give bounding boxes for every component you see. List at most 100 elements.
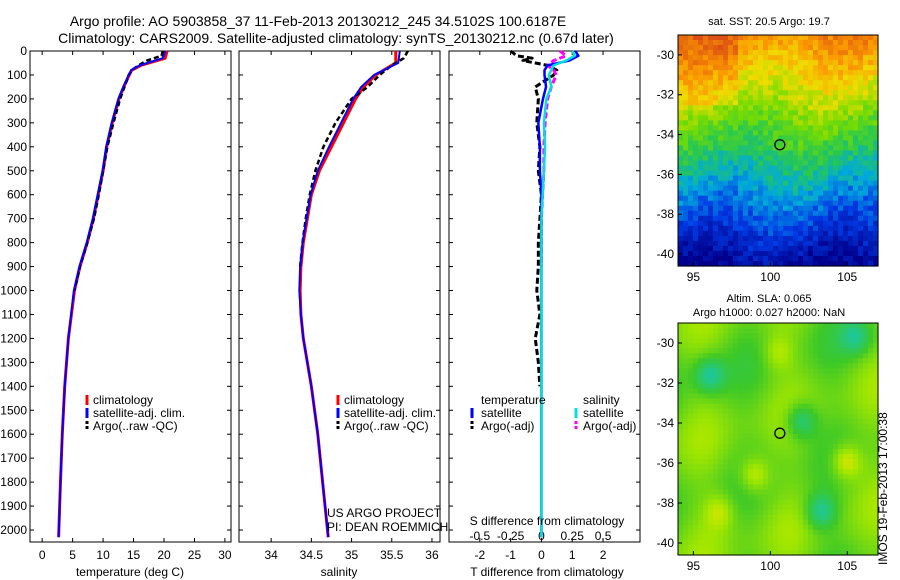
sla-cell	[703, 333, 709, 339]
sst-cell	[698, 245, 704, 252]
depth-tick-label: 900	[7, 260, 27, 274]
sla-cell	[813, 328, 819, 334]
sst-cell	[833, 175, 839, 182]
sla-cell	[688, 529, 694, 536]
sst-cell	[763, 170, 769, 177]
sla-cell	[868, 459, 874, 465]
sst-cell	[838, 150, 844, 157]
sst-cell	[778, 35, 784, 41]
sst-cell	[698, 255, 704, 262]
sst-cell	[793, 35, 799, 41]
sst-cell	[818, 45, 824, 51]
sst-cell	[718, 240, 724, 247]
sst-cell	[733, 215, 739, 222]
sla-cell	[718, 439, 724, 445]
sla-cell	[788, 423, 794, 430]
sla-cell	[753, 534, 759, 541]
sst-cell	[708, 75, 714, 81]
sst-cell	[853, 190, 859, 197]
sst-cell	[853, 255, 859, 262]
sla-cell	[818, 393, 824, 400]
sst-cell	[738, 215, 744, 222]
sla-cell	[748, 534, 754, 541]
sst-cell	[758, 225, 764, 232]
sla-cell	[753, 449, 759, 455]
sla-cell	[853, 343, 859, 349]
sla-cell	[873, 449, 879, 455]
sla-cell	[843, 459, 849, 465]
sla-cell	[768, 479, 774, 485]
sst-cell	[708, 210, 714, 217]
sla-cell	[853, 469, 859, 475]
sla-cell	[843, 403, 849, 410]
sla-cell	[693, 489, 699, 496]
sla-cell	[763, 398, 769, 405]
sla-cell	[848, 408, 854, 415]
sst-cell	[753, 35, 759, 41]
sla-cell	[858, 398, 864, 405]
sst-cell	[858, 175, 864, 182]
sla-cell	[718, 363, 724, 369]
sla-cell	[678, 454, 684, 460]
map-y-tick-label: -32	[657, 88, 675, 102]
sla-cell	[808, 489, 814, 496]
sla-cell	[763, 529, 769, 536]
sla-cell	[863, 333, 869, 339]
sla-cell	[818, 444, 824, 450]
sst-cell	[708, 115, 714, 121]
sst-cell	[678, 145, 684, 152]
sla-cell	[768, 544, 774, 551]
sst-cell	[758, 105, 764, 111]
sst-cell	[708, 230, 714, 237]
sst-cell	[683, 70, 689, 76]
sla-cell	[873, 433, 879, 440]
sst-cell	[813, 170, 819, 177]
sst-cell	[808, 230, 814, 237]
sla-cell	[863, 439, 869, 445]
sst-cell	[798, 200, 804, 207]
sla-cell	[698, 504, 704, 511]
sst-cell	[773, 100, 779, 106]
sst-cell	[723, 100, 729, 106]
sst-cell	[708, 245, 714, 252]
sst-cell	[738, 160, 744, 167]
sla-cell	[693, 353, 699, 359]
sst-cell	[748, 50, 754, 56]
sla-cell	[693, 408, 699, 415]
sst-cell	[803, 195, 809, 202]
sst-cell	[743, 255, 749, 262]
sst-cell	[753, 240, 759, 247]
sst-cell	[798, 215, 804, 222]
sla-cell	[803, 479, 809, 485]
sst-cell	[833, 200, 839, 207]
sst-cell	[683, 260, 689, 267]
sla-cell	[848, 489, 854, 496]
sst-cell	[678, 185, 684, 192]
sla-cell	[743, 403, 749, 410]
sst-cell	[793, 260, 799, 267]
sla-cell	[693, 539, 699, 546]
sla-cell	[748, 494, 754, 501]
sst-cell	[728, 155, 734, 162]
sst-cell	[843, 75, 849, 81]
sla-cell	[813, 469, 819, 475]
sst-cell	[863, 70, 869, 76]
sla-cell	[868, 363, 874, 369]
sla-cell	[678, 449, 684, 455]
sst-cell	[753, 80, 759, 86]
sla-cell	[793, 484, 799, 491]
sst-cell	[688, 75, 694, 81]
sst-cell	[703, 40, 709, 46]
sla-cell	[778, 459, 784, 465]
sla-cell	[863, 529, 869, 536]
sst-cell	[853, 215, 859, 222]
sst-cell	[833, 105, 839, 111]
sst-cell	[698, 100, 704, 106]
sla-cell	[688, 539, 694, 546]
sla-cell	[718, 459, 724, 465]
sst-cell	[748, 110, 754, 116]
sla-cell	[843, 358, 849, 364]
sla-cell	[768, 454, 774, 460]
sla-cell	[793, 423, 799, 430]
sla-cell	[853, 509, 859, 516]
